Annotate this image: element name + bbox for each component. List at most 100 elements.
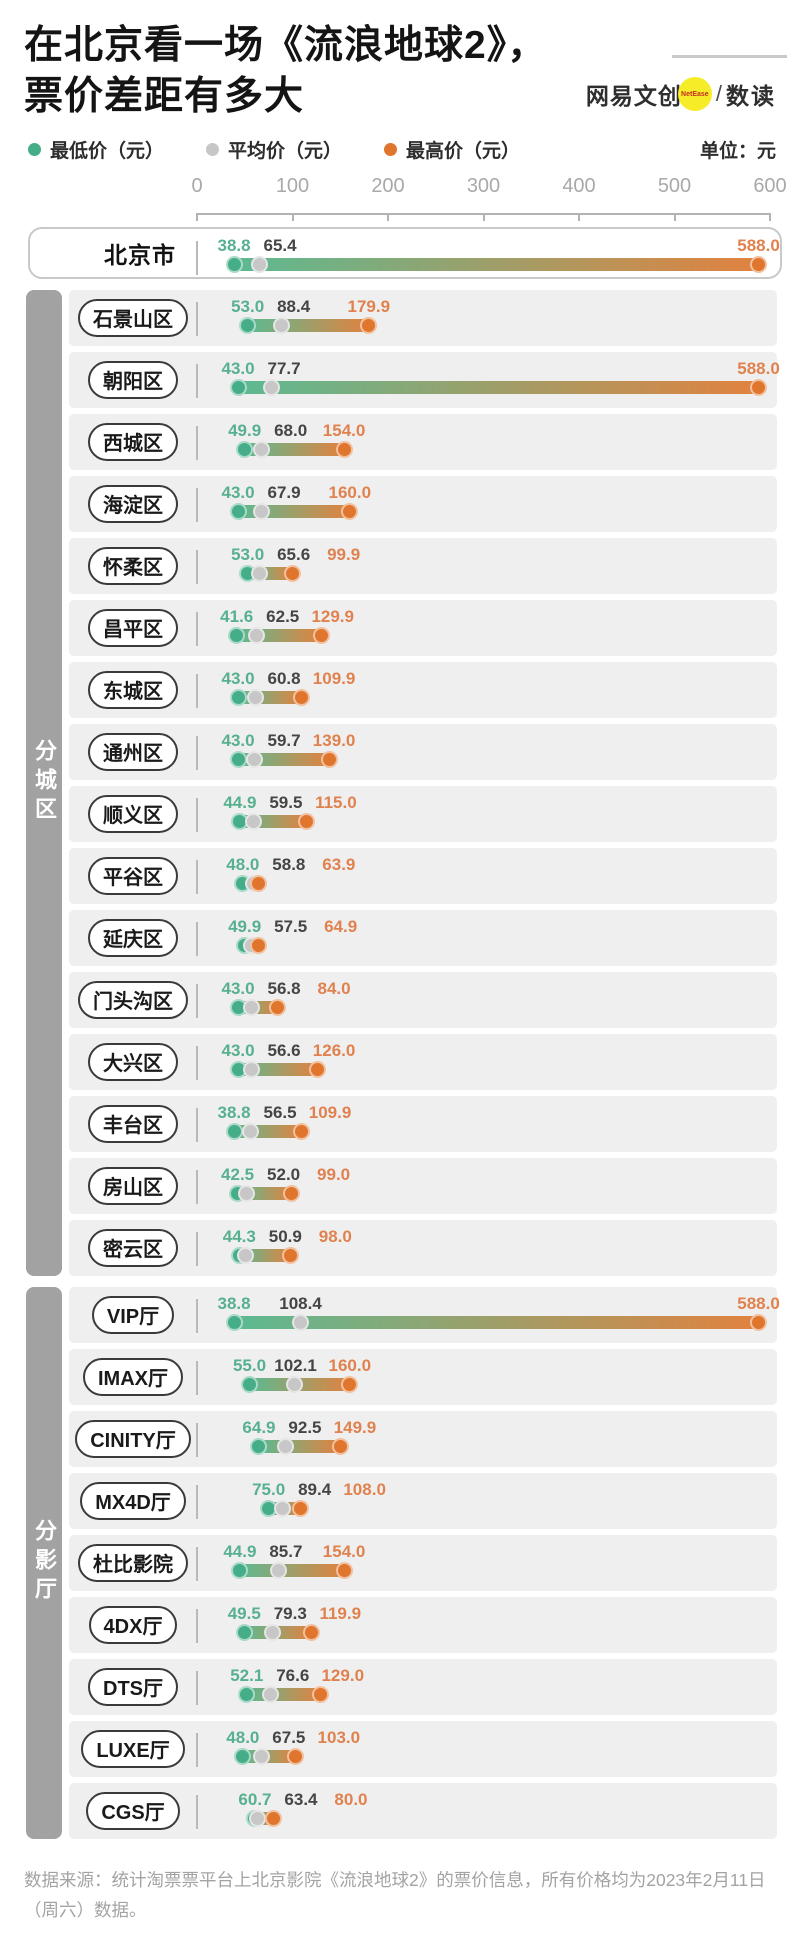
zero-axis-line: [196, 487, 198, 522]
min-value: 38.8: [217, 235, 251, 255]
legend-items: 最低价（元） 平均价（元） 最高价（元）: [28, 136, 562, 163]
avg-value: 50.9: [268, 1226, 302, 1246]
price-row: CINITY厅 64.9 92.5 149.9: [69, 1410, 777, 1467]
max-value: 160.0: [328, 1355, 372, 1375]
min-value: 48.0: [226, 1727, 260, 1747]
avg-dot: [238, 1184, 256, 1202]
avg-value: 79.3: [273, 1603, 307, 1623]
zero-axis-line: [196, 301, 198, 336]
section-sidebar-label: 分影厅: [32, 1519, 57, 1607]
price-row: 顺义区 44.9 59.5 115.0: [69, 785, 777, 842]
min-value: 43.0: [221, 358, 255, 378]
avg-value: 56.5: [263, 1102, 297, 1122]
x-axis: 0 100 200 300 400 500 600: [0, 175, 800, 225]
netease-badge-icon: NetEase: [677, 77, 712, 111]
row-label-pill: 房山区: [88, 1166, 178, 1205]
avg-dot: [253, 502, 271, 520]
max-dot: [303, 1623, 320, 1641]
max-dot: [283, 564, 301, 582]
max-value: 64.9: [324, 916, 358, 936]
legend-item-label: 最低价（元）: [50, 141, 165, 163]
section-theaters: 分影厅 VIP厅 38.8 108.4 588.0 IMAX厅 55.0 102.1 160.0…: [0, 1286, 800, 1839]
range-bar: [239, 1563, 345, 1577]
max-dot: [282, 1246, 300, 1264]
max-dot: [321, 750, 339, 768]
row-label-pill: 石景山区: [78, 298, 188, 337]
max-value: 179.9: [347, 296, 391, 316]
max-dot: [291, 1499, 309, 1517]
max-dot: [268, 998, 286, 1016]
avg-value: 59.5: [269, 792, 303, 812]
avg-dot: [261, 1685, 279, 1703]
min-dot: [236, 440, 254, 458]
price-row: 杜比影院 44.9 85.7 154.0: [69, 1534, 777, 1591]
avg-dot: [245, 750, 263, 768]
min-value: 43.0: [221, 1040, 255, 1060]
max-value: 119.9: [319, 1603, 362, 1623]
max-dot: [308, 1060, 326, 1078]
avg-value: 58.8: [272, 854, 306, 874]
max-value: 139.0: [312, 730, 356, 750]
axis-tick-mark: [769, 212, 771, 221]
row-label-pill: IMAX厅: [83, 1357, 183, 1396]
max-dot: [293, 688, 311, 706]
min-value: 44.9: [223, 792, 257, 812]
range-bar: [234, 257, 759, 271]
avg-dot: [250, 255, 268, 273]
price-row: 门头沟区 43.0 56.8 84.0: [69, 971, 777, 1028]
avg-value: 56.6: [267, 1040, 301, 1060]
avg-legend-dot-icon: [206, 143, 220, 157]
overall-row-beijing: 北京市 38.8 65.4 588.0: [28, 226, 782, 279]
row-label-box: CINITY厅: [69, 1411, 197, 1467]
zero-axis-line: [196, 1608, 198, 1643]
legend-item-1: 平均价（元）: [206, 136, 342, 163]
max-value: 80.0: [334, 1789, 368, 1809]
avg-value: 68.0: [274, 420, 308, 440]
row-label-pill: VIP厅: [91, 1295, 175, 1334]
max-value: 115.0: [315, 792, 357, 812]
legend-item-label: 最高价（元）: [406, 141, 521, 163]
avg-value: 102.1: [274, 1355, 317, 1375]
max-value: 588.0: [737, 235, 780, 255]
legend-item-label: 平均价（元）: [228, 141, 343, 163]
price-row: 密云区 44.3 50.9 98.0: [69, 1219, 777, 1276]
row-label-box: LUXE厅: [69, 1721, 197, 1777]
avg-value: 85.7: [269, 1541, 303, 1561]
zero-axis-line: [196, 1422, 198, 1457]
max-value: 109.9: [308, 1102, 352, 1122]
min-value: 41.6: [220, 606, 254, 626]
min-value: 49.5: [227, 1603, 261, 1623]
max-dot: [335, 440, 353, 458]
axis-tick-label: 400: [562, 174, 596, 197]
min-dot: [225, 1122, 243, 1140]
avg-dot: [286, 1375, 303, 1393]
max-dot: [283, 1184, 301, 1202]
row-label-pill: 门头沟区: [78, 980, 188, 1019]
axis-tick-mark: [387, 212, 389, 221]
max-dot: [360, 316, 378, 334]
avg-dot: [292, 1313, 310, 1331]
avg-dot: [249, 1809, 267, 1827]
price-row: 大兴区 43.0 56.6 126.0: [69, 1033, 777, 1090]
avg-dot: [248, 626, 266, 644]
row-label-pill: 昌平区: [88, 608, 178, 647]
row-label-box: 海淀区: [69, 476, 197, 532]
brand-sub-name: 数读: [726, 83, 776, 109]
avg-dot: [251, 564, 269, 582]
zero-axis-line: [196, 921, 198, 956]
row-label-box: 怀柔区: [69, 538, 197, 594]
header: 在北京看一场《流浪地球2》， 票价差距有多大 网易文创 NetEase / 数读: [0, 0, 800, 123]
row-label-pill: 西城区: [88, 422, 178, 461]
section-districts: 分城区 石景山区 53.0 88.4 179.9 朝阳区 43.0 77.7 588.0 西城区 4…: [0, 289, 800, 1276]
avg-value: 67.9: [267, 482, 301, 502]
row-label-box: 顺义区: [69, 786, 197, 842]
price-range-chart: 北京市 38.8 65.4 588.0 分城区 石景山区 53.0 88.4 179.9 朝阳区 4…: [0, 226, 800, 1839]
min-dot: [229, 750, 247, 768]
row-label-pill: 海淀区: [88, 484, 178, 523]
brand-logo: 网易文创 NetEase / 数读: [586, 76, 776, 112]
row-label-box: VIP厅: [69, 1287, 197, 1343]
range-bar: [234, 1315, 759, 1329]
price-row: 丰台区 38.8 56.5 109.9: [69, 1095, 777, 1152]
price-row: 石景山区 53.0 88.4 179.9: [69, 289, 777, 346]
avg-value: 65.6: [277, 544, 311, 564]
